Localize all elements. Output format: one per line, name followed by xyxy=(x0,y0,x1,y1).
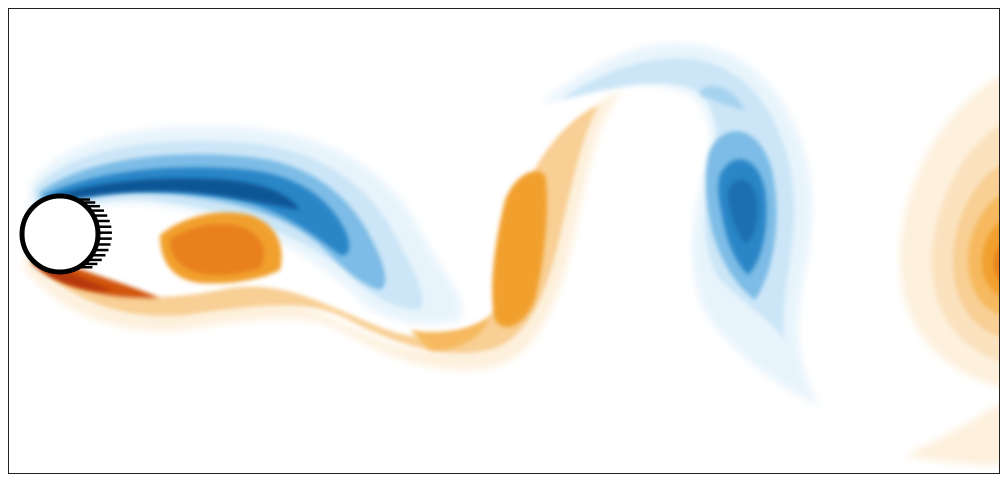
plot-frame xyxy=(8,8,1000,474)
cylinder xyxy=(19,193,112,275)
shed-vortex-negative xyxy=(540,43,820,405)
shed-vortex-positive xyxy=(899,75,1000,465)
surface-tick-marks xyxy=(76,198,112,269)
